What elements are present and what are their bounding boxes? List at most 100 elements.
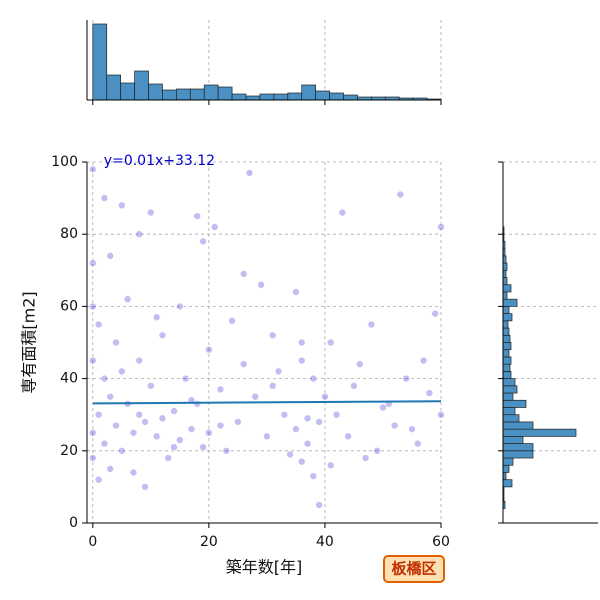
hist-bar: [329, 92, 344, 101]
hist-bar: [502, 479, 513, 488]
hist-bar: [502, 342, 512, 351]
point: [129, 468, 138, 477]
point: [390, 421, 399, 430]
hist-bar: [502, 313, 513, 322]
hist-bar: [502, 371, 512, 379]
point: [355, 360, 364, 368]
x-tick-label: 40: [316, 534, 334, 550]
point: [309, 374, 318, 383]
point: [112, 338, 120, 347]
point: [89, 454, 97, 462]
point: [147, 382, 155, 390]
hist-bar: [502, 320, 509, 329]
point: [268, 331, 277, 340]
y-axis-label: 専有面積[m2]: [20, 291, 39, 393]
point: [89, 259, 97, 267]
point: [408, 425, 416, 433]
hist-bar: [502, 414, 520, 423]
point: [257, 280, 265, 289]
point: [239, 270, 248, 278]
y-tick-label: 100: [51, 154, 78, 170]
x-axis-label: 築年数[年]: [226, 558, 303, 577]
point: [176, 302, 184, 311]
point: [251, 392, 260, 401]
hist-bar: [273, 93, 289, 101]
point: [402, 374, 410, 383]
hist-bar: [106, 74, 122, 101]
point: [152, 432, 161, 441]
point: [315, 418, 323, 426]
hist-bar: [502, 356, 512, 365]
point: [268, 382, 277, 390]
annotation: y=0.01x+33.12: [104, 153, 215, 169]
regression-line: [92, 400, 442, 405]
hist-bar: [245, 95, 261, 101]
point: [321, 392, 329, 401]
hist-bar: [315, 90, 330, 101]
hist-bar: [502, 443, 534, 452]
hist-bar: [502, 291, 508, 300]
hist-bar: [502, 327, 510, 336]
point: [118, 201, 126, 210]
point: [199, 443, 207, 451]
point: [309, 472, 318, 480]
point: [379, 403, 387, 412]
hist-bar: [502, 284, 512, 293]
point: [292, 288, 300, 296]
y-tick-label: 80: [60, 226, 78, 242]
point: [216, 421, 225, 430]
point: [106, 252, 115, 260]
hist-bar: [502, 262, 508, 271]
badge-box: [383, 555, 445, 583]
x-tick-label: 60: [432, 534, 450, 550]
point: [94, 410, 103, 419]
point: [315, 501, 323, 509]
point: [89, 356, 97, 365]
point: [297, 338, 306, 347]
hist-bar: [502, 385, 518, 394]
point: [396, 190, 405, 199]
hist-bar: [502, 436, 524, 444]
point: [141, 483, 149, 491]
point: [239, 360, 248, 368]
hist-bar: [502, 363, 511, 372]
point: [170, 407, 178, 415]
y-tick-label: 40: [60, 371, 78, 387]
point: [205, 428, 213, 437]
point: [274, 367, 283, 376]
point: [367, 320, 376, 329]
point: [437, 410, 445, 419]
point: [344, 432, 352, 441]
point: [234, 418, 242, 426]
point: [158, 414, 167, 423]
point: [425, 389, 434, 397]
point: [118, 446, 126, 455]
point: [181, 374, 190, 383]
hist-bar: [502, 421, 534, 430]
hist-bar: [148, 83, 163, 101]
hist-bar: [217, 86, 233, 101]
y-tick-label: 0: [69, 515, 78, 531]
point: [373, 446, 381, 455]
hist-bar: [502, 392, 514, 401]
hist-bar: [301, 84, 316, 101]
point: [263, 432, 271, 441]
x-tick-label: 20: [200, 534, 218, 550]
hist-bar: [134, 70, 149, 101]
point: [94, 475, 103, 484]
hist-bar: [287, 92, 303, 101]
point: [413, 439, 422, 448]
hist-bar: [502, 349, 510, 358]
point: [123, 295, 132, 303]
badge: 板橋区: [391, 560, 436, 578]
hist-bar: [502, 399, 527, 408]
point: [135, 356, 144, 365]
point: [176, 436, 184, 444]
point: [350, 382, 358, 390]
hist-bar: [502, 457, 514, 466]
point: [89, 428, 97, 437]
point: [135, 410, 144, 419]
point: [280, 410, 289, 419]
hist-bar: [203, 84, 219, 101]
